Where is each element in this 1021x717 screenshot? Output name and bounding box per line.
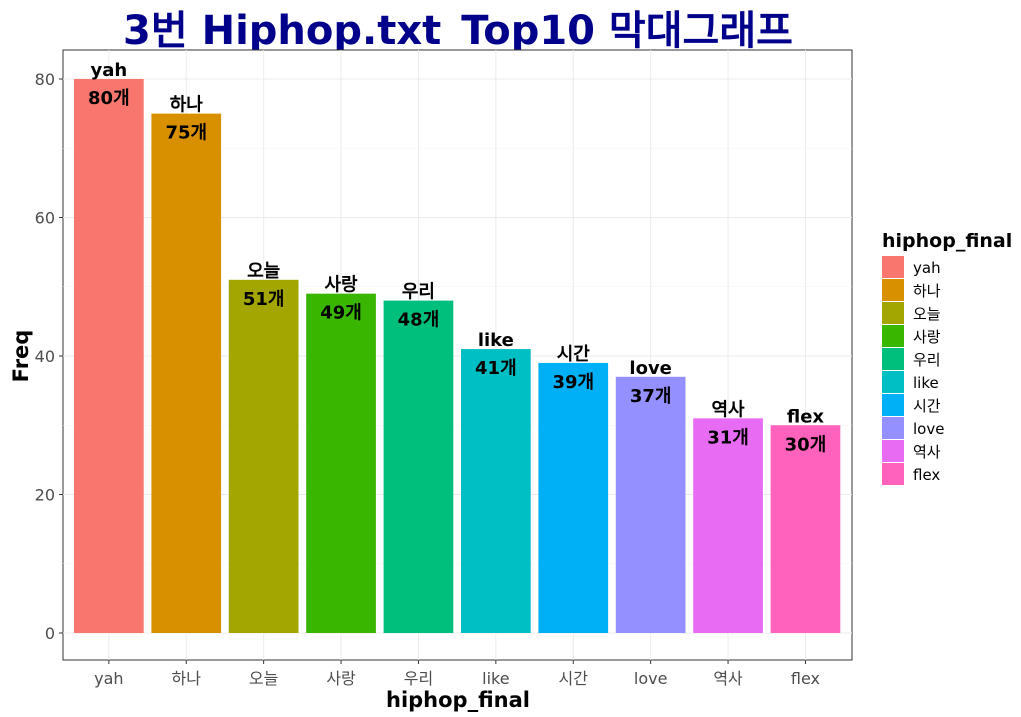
legend-entry-label: 사랑 (913, 328, 941, 346)
legend-entry-label: like (913, 374, 939, 392)
legend-key (882, 302, 904, 324)
x-tick-label: 하나 (172, 669, 202, 688)
legend-entry-label: flex (913, 466, 940, 484)
bar-category-label: 우리 (402, 282, 435, 303)
x-tick-label: 시간 (559, 669, 589, 688)
legend-title: hiphop_final (882, 230, 1012, 252)
bar-category-label: 사랑 (324, 275, 358, 296)
legend-key (882, 463, 904, 485)
bar (538, 362, 609, 633)
bar (228, 279, 299, 633)
bar-value-label: 37개 (630, 386, 672, 407)
legend-entry-label: love (913, 420, 944, 438)
x-axis-title: hiphop_final (386, 688, 530, 712)
y-tick-label: 20 (35, 486, 55, 505)
bar (306, 293, 376, 633)
x-axis: yah 하나 오늘 사랑 우리 like 시간 love 역사 flex (94, 660, 820, 688)
bar (74, 79, 144, 633)
legend-entry-label: 우리 (913, 351, 941, 369)
bar (383, 300, 454, 633)
x-tick-label: 우리 (404, 669, 433, 688)
legend-key (882, 417, 904, 439)
legend-key (882, 256, 904, 278)
legend-key (882, 279, 904, 301)
legend-entry-label: 오늘 (913, 305, 941, 323)
legend-entry-label: yah (913, 259, 941, 277)
chart-title: 3번 Hiphop.txt_Top10 막대그래프 (123, 8, 793, 54)
bar-value-label: 30개 (785, 434, 827, 455)
bar (615, 376, 686, 633)
legend-key (882, 440, 904, 462)
bar-value-label: 49개 (320, 303, 362, 324)
x-tick-label: yah (94, 669, 123, 688)
bar-category-label: 하나 (170, 95, 204, 116)
legend-entry-label: 역사 (913, 443, 941, 461)
y-axis-title: Freq (9, 330, 33, 383)
bar (693, 418, 763, 633)
legend-key (882, 371, 904, 393)
bar-category-label: 시간 (557, 344, 591, 365)
x-tick-label: 오늘 (249, 669, 278, 688)
legend-key (882, 325, 904, 347)
legend-entry-label: 시간 (913, 397, 941, 415)
y-tick-label: 80 (35, 70, 55, 89)
bar (151, 113, 222, 633)
legend-key (882, 394, 904, 416)
y-tick-label: 0 (45, 624, 55, 643)
y-tick-label: 60 (35, 209, 55, 228)
bar-category-label: flex (787, 406, 825, 427)
y-tick-label: 40 (35, 347, 55, 366)
x-tick-label: love (634, 669, 668, 688)
bar-value-label: 41개 (475, 358, 517, 379)
bar-value-label: 48개 (398, 310, 440, 331)
x-tick-label: like (482, 669, 509, 688)
x-tick-label: 사랑 (326, 669, 356, 688)
bar-value-label: 31개 (707, 427, 749, 448)
bar-category-label: love (629, 358, 671, 379)
bar-value-label: 80개 (88, 88, 130, 109)
bar-value-label: 51개 (243, 289, 285, 310)
bar-category-label: 역사 (711, 399, 745, 420)
x-tick-label: flex (791, 669, 820, 688)
bar (461, 349, 531, 633)
bar-value-label: 39개 (552, 372, 594, 393)
bar-value-label: 75개 (165, 123, 207, 144)
bar-category-label: 오늘 (247, 261, 280, 282)
y-axis: 0 20 40 60 80 (35, 70, 63, 643)
bar-category-label: like (478, 330, 514, 351)
x-tick-label: 역사 (713, 669, 743, 688)
legend-key (882, 348, 904, 370)
bar-category-label: yah (90, 60, 127, 81)
legend-entry-label: 하나 (913, 282, 941, 300)
bar (770, 425, 841, 633)
